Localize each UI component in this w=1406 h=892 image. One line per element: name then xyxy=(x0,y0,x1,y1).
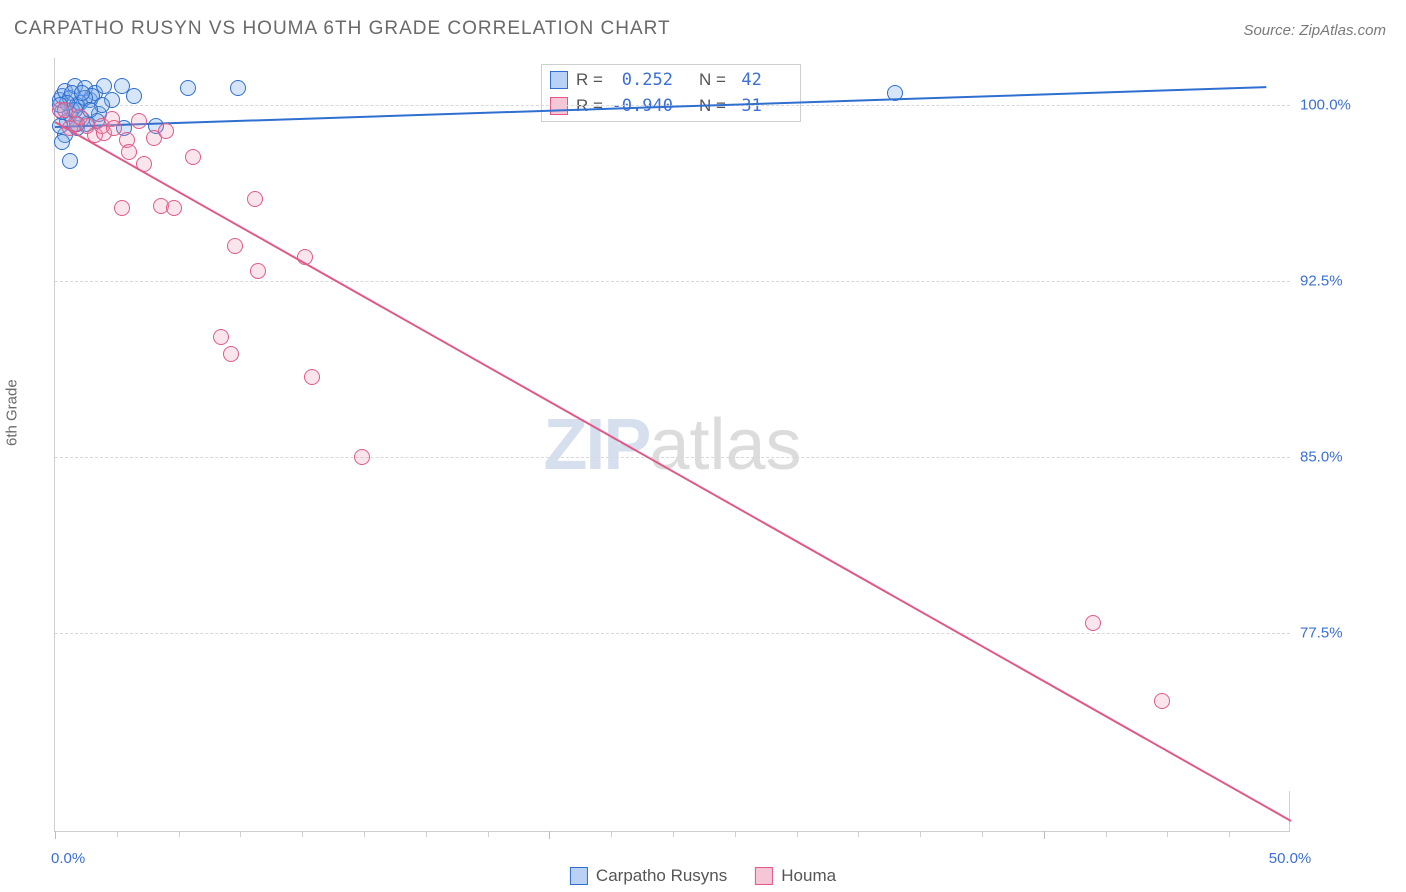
x-tick-minor xyxy=(179,831,180,837)
data-point-houma xyxy=(304,369,320,385)
data-point-carpatho xyxy=(62,153,78,169)
watermark: ZIPatlas xyxy=(543,404,801,486)
x-tick-minor xyxy=(797,831,798,837)
data-point-houma xyxy=(131,113,147,129)
legend-item: Houma xyxy=(755,866,836,886)
source-label: Source: ZipAtlas.com xyxy=(1243,22,1386,39)
x-tick-minor xyxy=(1167,831,1168,837)
x-tick-minor xyxy=(673,831,674,837)
data-point-carpatho xyxy=(114,78,130,94)
legend-swatch xyxy=(755,867,773,885)
x-tick-right: 50.0% xyxy=(1269,850,1312,867)
y-tick-label: 85.0% xyxy=(1300,448,1343,465)
data-point-houma xyxy=(166,200,182,216)
r-value: 0.252 xyxy=(611,70,673,90)
legend-item: Carpatho Rusyns xyxy=(570,866,727,886)
y-tick-label: 92.5% xyxy=(1300,272,1343,289)
data-point-houma xyxy=(1154,693,1170,709)
plot-right-stub xyxy=(1289,791,1290,831)
y-tick-label: 100.0% xyxy=(1300,96,1351,113)
data-point-carpatho xyxy=(54,134,70,150)
trend-line-houma xyxy=(55,121,1292,822)
bottom-legend: Carpatho Rusyns Houma xyxy=(570,866,836,886)
data-point-houma xyxy=(185,149,201,165)
chart-title: CARPATHO RUSYN VS HOUMA 6TH GRADE CORREL… xyxy=(14,18,671,40)
series-swatch xyxy=(550,71,568,89)
x-tick-minor xyxy=(117,831,118,837)
r-label: R = xyxy=(576,96,603,116)
x-tick-major xyxy=(1044,831,1045,839)
x-tick-minor xyxy=(1229,831,1230,837)
x-tick-minor xyxy=(982,831,983,837)
legend-label: Houma xyxy=(781,866,836,886)
data-point-houma xyxy=(227,238,243,254)
data-point-houma xyxy=(250,263,266,279)
y-tick-label: 77.5% xyxy=(1300,624,1343,641)
data-point-houma xyxy=(223,346,239,362)
gridline xyxy=(55,281,1290,282)
data-point-carpatho xyxy=(180,80,196,96)
x-tick-left: 0.0% xyxy=(51,850,85,867)
x-tick-minor xyxy=(302,831,303,837)
n-label: N = xyxy=(699,70,726,90)
r-label: R = xyxy=(576,70,603,90)
gridline xyxy=(55,457,1290,458)
watermark-zip: ZIP xyxy=(543,405,649,485)
x-tick-minor xyxy=(488,831,489,837)
series-swatch xyxy=(550,97,568,115)
legend-swatch xyxy=(570,867,588,885)
legend-label: Carpatho Rusyns xyxy=(596,866,727,886)
data-point-houma xyxy=(121,144,137,160)
x-tick-major xyxy=(55,831,56,839)
data-point-houma xyxy=(213,329,229,345)
gridline xyxy=(55,633,1290,634)
data-point-carpatho xyxy=(230,80,246,96)
data-point-houma xyxy=(247,191,263,207)
y-axis-label: 6th Grade xyxy=(4,379,21,446)
x-tick-minor xyxy=(1106,831,1107,837)
n-value: 31 xyxy=(734,96,762,116)
data-point-houma xyxy=(114,200,130,216)
x-tick-minor xyxy=(735,831,736,837)
stats-row: R = 0.252 N = 42 xyxy=(550,67,792,93)
x-tick-minor xyxy=(240,831,241,837)
x-tick-minor xyxy=(611,831,612,837)
n-value: 42 xyxy=(734,70,762,90)
x-tick-minor xyxy=(364,831,365,837)
x-tick-minor xyxy=(426,831,427,837)
x-tick-minor xyxy=(920,831,921,837)
data-point-carpatho xyxy=(74,85,90,101)
data-point-houma xyxy=(354,449,370,465)
x-tick-major xyxy=(549,831,550,839)
data-point-houma xyxy=(57,102,73,118)
data-point-houma xyxy=(106,120,122,136)
x-tick-minor xyxy=(858,831,859,837)
data-point-houma xyxy=(1085,615,1101,631)
plot-area: ZIPatlas R =0.252N =42R =-0.940N =31 0.0… xyxy=(54,58,1290,832)
stats-box: R =0.252N =42R =-0.940N =31 xyxy=(541,64,801,122)
data-point-houma xyxy=(158,123,174,139)
